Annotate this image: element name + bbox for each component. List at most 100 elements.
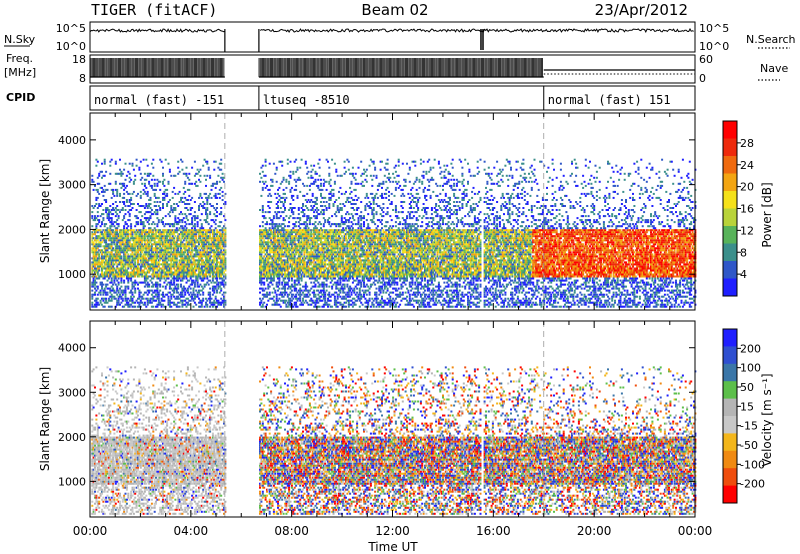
heatmap-cell — [143, 193, 145, 195]
heatmap-cell — [170, 270, 172, 272]
heatmap-cell — [317, 209, 319, 211]
heatmap-cell — [278, 243, 280, 245]
heatmap-cell — [195, 247, 197, 249]
heatmap-cell — [143, 205, 145, 207]
heatmap-cell — [98, 203, 100, 205]
heatmap-cell — [306, 225, 308, 227]
heatmap-cell — [107, 227, 109, 229]
heatmap-cell — [159, 284, 161, 286]
heatmap-cell — [217, 249, 219, 251]
heatmap-cell — [150, 217, 152, 219]
heatmap-cell — [166, 203, 168, 205]
heatmap-cell — [220, 207, 222, 209]
nave-label: Nave — [760, 62, 788, 75]
heatmap-cell — [299, 167, 301, 169]
heatmap-cell — [290, 189, 292, 191]
heatmap-cell — [213, 221, 215, 223]
heatmap-cell — [216, 292, 218, 294]
heatmap-cell — [170, 280, 172, 282]
heatmap-cell — [222, 231, 224, 233]
heatmap-cell — [283, 296, 285, 298]
heatmap-cell — [140, 179, 142, 181]
heatmap-cell — [141, 251, 143, 253]
heatmap-cell — [262, 211, 264, 213]
heatmap-cell — [306, 302, 308, 304]
heatmap-cell — [101, 253, 103, 255]
heatmap-cell — [195, 290, 197, 292]
nsearch-label: N.Search — [746, 33, 796, 46]
heatmap-cell — [155, 189, 157, 191]
heatmap-cell — [265, 217, 267, 219]
nsky-tick-top: 10^5 — [56, 22, 86, 35]
heatmap-cell — [269, 193, 271, 195]
heatmap-cell — [159, 286, 161, 288]
heatmap-cell — [130, 199, 132, 201]
heatmap-cell — [120, 278, 122, 280]
heatmap-cell — [116, 280, 118, 282]
heatmap-cell — [144, 237, 146, 239]
heatmap-cell — [169, 199, 171, 201]
heatmap-cell — [219, 286, 221, 288]
heatmap-cell — [315, 243, 317, 245]
heatmap-cell — [156, 183, 158, 185]
heatmap-cell — [138, 294, 140, 296]
heatmap-cell — [199, 276, 201, 278]
heatmap-cell — [163, 233, 165, 235]
heatmap-cell — [188, 294, 190, 296]
heatmap-cell — [141, 243, 143, 245]
heatmap-cell — [115, 278, 117, 280]
heatmap-cell — [105, 298, 107, 300]
heatmap-cell — [148, 181, 150, 183]
heatmap-cell — [194, 298, 196, 300]
heatmap-cell — [266, 185, 268, 187]
heatmap-cell — [97, 298, 99, 300]
heatmap-cell — [158, 221, 160, 223]
heatmap-cell — [184, 304, 186, 306]
heatmap-cell — [285, 197, 287, 199]
heatmap-cell — [143, 227, 145, 229]
heatmap-cell — [187, 199, 189, 201]
heatmap-cell — [315, 201, 317, 203]
heatmap-cell — [136, 300, 138, 302]
heatmap-cell — [201, 197, 203, 199]
heatmap-cell — [155, 300, 157, 302]
heatmap-cell — [219, 225, 221, 227]
heatmap-cell — [206, 233, 208, 235]
heatmap-cell — [308, 272, 310, 274]
heatmap-cell — [91, 268, 93, 270]
heatmap-cell — [220, 163, 222, 165]
cpid-segment-label: ltuseq -8510 — [263, 93, 350, 107]
heatmap-cell — [299, 284, 301, 286]
heatmap-cell — [288, 181, 290, 183]
heatmap-cell — [95, 300, 97, 302]
heatmap-cell — [220, 276, 222, 278]
heatmap-cell — [123, 225, 125, 227]
heatmap-cell — [280, 183, 282, 185]
heatmap-cell — [173, 280, 175, 282]
date-title: 23/Apr/2012 — [595, 1, 688, 19]
heatmap-cell — [125, 221, 127, 223]
heatmap-cell — [297, 247, 299, 249]
heatmap-cell — [288, 221, 290, 223]
heatmap-cell — [208, 241, 210, 243]
heatmap-cell — [190, 199, 192, 201]
heatmap-cell — [162, 167, 164, 169]
heatmap-cell — [319, 306, 321, 308]
heatmap-cell — [215, 241, 217, 243]
heatmap-cell — [107, 292, 109, 294]
heatmap-cell — [179, 227, 181, 229]
heatmap-cell — [180, 286, 182, 288]
heatmap-cell — [179, 235, 181, 237]
heatmap-cell — [316, 197, 318, 199]
heatmap-cell — [197, 294, 199, 296]
heatmap-cell — [102, 219, 104, 221]
heatmap-cell — [262, 171, 264, 173]
heatmap-cell — [168, 201, 170, 203]
heatmap-cell — [310, 282, 312, 284]
heatmap-cell — [270, 239, 272, 241]
heatmap-cell — [317, 245, 319, 247]
heatmap-cell — [273, 300, 275, 302]
heatmap-cell — [141, 183, 143, 185]
cpid-segment-label: normal (fast) -151 — [94, 93, 224, 107]
heatmap-cell — [263, 215, 265, 217]
